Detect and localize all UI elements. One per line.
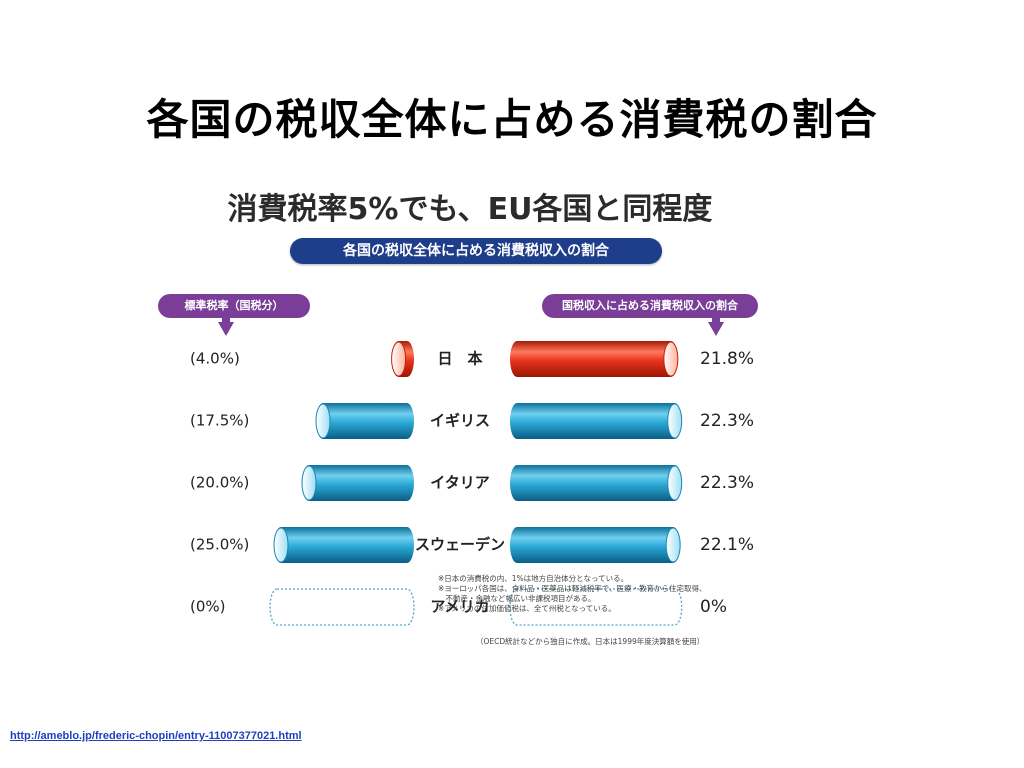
right-bar — [510, 341, 678, 377]
right-bar-cap — [665, 527, 681, 563]
category-label: スウェーデン — [415, 536, 505, 554]
right-bar — [510, 403, 682, 439]
chart-headline: 消費税率5%でも、EU各国と同程度 — [227, 192, 713, 227]
left-value-label: (0%) — [190, 598, 226, 616]
slide-title: 各国の税収全体に占める消費税の割合 — [146, 95, 878, 144]
left-value-label: (25.0%) — [190, 536, 249, 554]
chart-title: 各国の税収全体に占める消費税収入の割合 — [290, 238, 662, 264]
left-value-label: (4.0%) — [190, 350, 240, 368]
right-value-label: 22.3% — [700, 411, 754, 431]
right-value-label: 21.8% — [700, 349, 754, 369]
note-line: ※アメリカの付加価値税は、全て州税となっている。 — [438, 604, 616, 613]
category-label: 日 本 — [437, 350, 482, 368]
source-url-link[interactable]: http://ameblo.jp/frederic-chopin/entry-1… — [10, 730, 302, 742]
source-note: （OECD統計などから独自に作成。日本は1999年度決算額を使用） — [476, 637, 705, 646]
right-value-label: 0% — [700, 597, 727, 617]
left-bar — [302, 465, 414, 501]
note-line: ※日本の消費税の内、1%は地方自治体分となっている。 — [438, 574, 629, 583]
right-value-label: 22.1% — [700, 535, 754, 555]
right-bar-empty — [509, 588, 683, 626]
right-bar-cap — [667, 465, 683, 501]
category-label: アメリカ — [430, 598, 489, 616]
left-bar-empty — [269, 588, 415, 626]
category-label: イタリア — [430, 474, 489, 492]
bar-area: (4.0%) 日 本 21.8% (17.5%) イギリス 22.3% (20.0%) イタリ… — [190, 341, 754, 626]
down-arrow-icon — [218, 314, 234, 336]
left-value-label: (17.5%) — [190, 412, 249, 430]
right-series-label: 国税収入に占める消費税収入の割合 — [542, 294, 758, 318]
left-bar-cap — [301, 465, 317, 501]
left-value-label: (20.0%) — [190, 474, 249, 492]
left-bar-cap — [273, 527, 289, 563]
down-arrow-icon — [708, 314, 724, 336]
left-bar-cap — [315, 403, 331, 439]
right-bar-cap — [667, 403, 683, 439]
left-series-label: 標準税率（国税分） — [158, 294, 310, 318]
left-bar-cap — [391, 341, 407, 377]
left-bar — [274, 527, 414, 563]
right-bar — [510, 465, 682, 501]
left-bar — [316, 403, 414, 439]
category-label: イギリス — [430, 412, 490, 430]
right-bar-cap — [663, 341, 679, 377]
note-line: 不動産・金融など幅広い非課税項目がある。 — [438, 594, 596, 603]
note-line: ※ヨーロッパ各国は、食料品・医薬品は軽減税率で、医療・教育から住宅取得、 — [438, 584, 707, 593]
chart: 消費税率5%でも、EU各国と同程度 各国の税収全体に占める消費税収入の割合 標準… — [150, 170, 790, 670]
chart-notes: ※日本の消費税の内、1%は地方自治体分となっている。 ※ヨーロッパ各国は、食料品… — [438, 574, 778, 614]
right-value-label: 22.3% — [700, 473, 754, 493]
right-bar — [510, 527, 681, 563]
